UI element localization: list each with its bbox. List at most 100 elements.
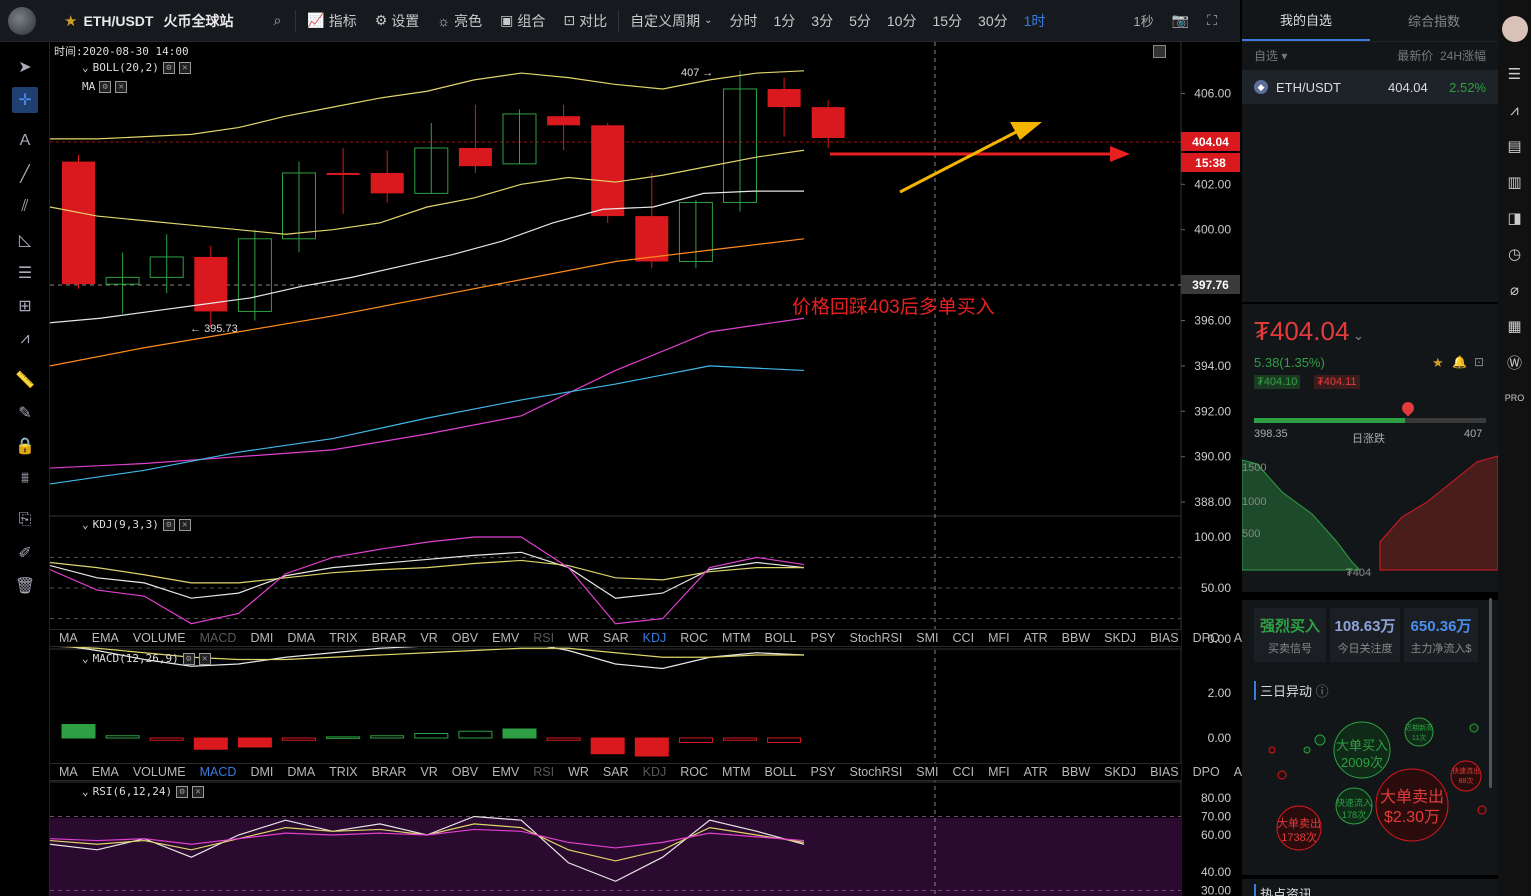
indicator-tab[interactable]: PSY bbox=[810, 765, 836, 779]
indicator-tab[interactable]: MA bbox=[59, 765, 78, 779]
crosshair-icon[interactable]: ✛ bbox=[0, 83, 50, 116]
pen-icon[interactable]: ✎ bbox=[18, 404, 32, 422]
indicator-tab[interactable]: TRIX bbox=[329, 765, 358, 779]
fullscreen-icon[interactable]: ⛶ bbox=[1207, 12, 1217, 28]
indicator-tab[interactable]: MTM bbox=[722, 631, 751, 645]
chart-canvas[interactable]: 406.00 402.00 400.00 396.00 394.00 392.00 390.… bbox=[50, 42, 1240, 896]
share-icon[interactable]: ⊡ bbox=[1474, 355, 1485, 369]
indicator-tab[interactable]: OBV bbox=[451, 765, 479, 779]
search-icon[interactable]: ⌕ bbox=[273, 12, 282, 28]
grid-tool-icon[interactable]: ⊞ bbox=[18, 297, 32, 315]
indicator-tab[interactable]: EMA bbox=[91, 631, 119, 645]
period-tab[interactable]: 分时 bbox=[729, 12, 758, 29]
indicator-tab[interactable]: MACD bbox=[199, 631, 237, 645]
favorite-star-icon[interactable]: ★ bbox=[64, 12, 78, 30]
indicator-tab[interactable]: StochRSI bbox=[849, 631, 903, 645]
indicator-tab[interactable]: MACD bbox=[199, 765, 237, 779]
indicator-tab[interactable]: MFI bbox=[988, 765, 1010, 779]
indicator-tab[interactable]: ROC bbox=[680, 765, 709, 779]
indicator-tab[interactable]: MFI bbox=[988, 631, 1010, 645]
indicator-tab[interactable]: SAR bbox=[602, 765, 629, 779]
indicator-tab[interactable]: DMA bbox=[287, 765, 316, 779]
bar-chart-icon[interactable]: ▥ bbox=[1507, 174, 1522, 191]
indicator-tab[interactable]: VOLUME bbox=[132, 765, 186, 779]
order-icon[interactable]: ☰ bbox=[1507, 66, 1522, 83]
w-icon[interactable]: Ⓦ bbox=[1506, 354, 1522, 372]
notes-icon[interactable]: ▤ bbox=[1507, 138, 1522, 155]
indicator-tab[interactable]: DMI bbox=[250, 765, 274, 779]
cursor-arrow-icon[interactable]: ➤ bbox=[18, 58, 32, 76]
indicator-tab[interactable]: OBV bbox=[451, 631, 479, 645]
indicator-tab[interactable]: VOLUME bbox=[132, 631, 186, 645]
indicator-tab[interactable]: SMI bbox=[916, 631, 939, 645]
bookmark-icon[interactable]: ⎘ bbox=[18, 510, 32, 528]
indicator-tab[interactable]: BIAS bbox=[1150, 765, 1179, 779]
inflow-card[interactable]: 650.36万 主力净流入$ bbox=[1404, 608, 1478, 662]
indicator-tab[interactable]: BRAR bbox=[371, 765, 407, 779]
indicator-tab[interactable]: MA bbox=[59, 631, 78, 645]
bubble-fast-inflow[interactable]: 快速流入 178次 bbox=[1336, 798, 1373, 820]
watchlist-row[interactable]: ◆ ETH/USDT 404.04 2.52% bbox=[1242, 70, 1498, 104]
close-icon[interactable]: ✕ bbox=[178, 61, 191, 74]
attention-card[interactable]: 108.63万 今日关注度 bbox=[1330, 608, 1400, 662]
close-icon[interactable]: ✕ bbox=[192, 785, 205, 798]
gear-icon[interactable]: ⚙ bbox=[182, 652, 195, 665]
triangle-tool-icon[interactable]: ◺ bbox=[18, 231, 32, 249]
text-tool-icon[interactable]: A bbox=[19, 131, 31, 149]
lock-icon[interactable]: 🔒 bbox=[15, 437, 35, 455]
wave-tool-icon[interactable]: ⩘ bbox=[20, 329, 30, 347]
panel-scrollbar[interactable] bbox=[1489, 598, 1492, 788]
indicator-button[interactable]: 📈 指标 bbox=[307, 12, 357, 29]
col-change[interactable]: 24H涨幅 bbox=[1439, 48, 1486, 63]
fib-tool-icon[interactable]: ☰ bbox=[17, 264, 33, 282]
indicator-tab[interactable]: WR bbox=[568, 765, 589, 779]
bubble-large-sell-count[interactable]: 大单卖出 1738次 bbox=[1277, 818, 1321, 844]
bubble-large-buy[interactable]: 大单买入 2009次 bbox=[1335, 738, 1388, 770]
bubble-fast-outflow[interactable]: 快速流出 88次 bbox=[1452, 768, 1480, 785]
indicator-tab[interactable]: DMI bbox=[250, 631, 274, 645]
period-tab[interactable]: 5分 bbox=[849, 12, 871, 29]
close-icon[interactable]: ✕ bbox=[178, 518, 191, 531]
ruler-icon[interactable]: 📏 bbox=[15, 371, 35, 389]
indicator-tab[interactable]: MTM bbox=[722, 765, 751, 779]
avatar[interactable] bbox=[1501, 16, 1528, 42]
pro-icon[interactable]: PRO bbox=[1504, 393, 1525, 403]
trend-icon[interactable]: ⩘ bbox=[1510, 101, 1519, 119]
channel-tool-icon[interactable]: ⫽ bbox=[21, 197, 29, 215]
indicator-tab[interactable]: ROC bbox=[680, 631, 709, 645]
clock-icon[interactable]: ◷ bbox=[1507, 246, 1522, 263]
indicator-tab[interactable]: BIAS bbox=[1150, 631, 1179, 645]
indicator-tab[interactable]: BOLL bbox=[764, 631, 797, 645]
combo-button[interactable]: ▣ 组合 bbox=[500, 12, 546, 29]
col-fav[interactable]: 自选 ▾ bbox=[1254, 48, 1288, 63]
period-tab[interactable]: 30分 bbox=[978, 12, 1008, 29]
tab-my-watchlist[interactable]: 我的自选 bbox=[1242, 0, 1370, 41]
indicator-tab[interactable]: WR bbox=[568, 631, 589, 645]
indicator-tab[interactable]: RSI bbox=[533, 765, 555, 779]
signal-card[interactable]: 强烈买入 买卖信号 bbox=[1254, 608, 1326, 662]
indicator-tab[interactable]: CCI bbox=[952, 765, 975, 779]
indicator-tab[interactable]: KDJ bbox=[642, 631, 667, 645]
close-icon[interactable]: ✕ bbox=[198, 652, 211, 665]
indicator-tab[interactable]: PSY bbox=[810, 631, 836, 645]
line-tool-icon[interactable]: ╱ bbox=[20, 165, 30, 183]
indicator-tab[interactable]: ATR bbox=[1023, 631, 1048, 645]
indicator-tab[interactable]: SAR bbox=[602, 631, 629, 645]
custom-period-button[interactable]: 自定义周期 ⌄ bbox=[630, 12, 713, 29]
indicator-tab[interactable]: DPO bbox=[1192, 765, 1220, 779]
indicator-tab[interactable]: SKDJ bbox=[1104, 631, 1137, 645]
gear-icon[interactable]: ⚙ bbox=[176, 785, 189, 798]
bubble-large-sell-amount[interactable]: 大单卖出 $2.30万 bbox=[1379, 789, 1444, 826]
expand-pane-icon[interactable] bbox=[1153, 45, 1166, 58]
tab-composite-index[interactable]: 综合指数 bbox=[1407, 14, 1460, 29]
indicator-tab[interactable]: DMA bbox=[287, 631, 316, 645]
bubble-new-high[interactable]: 近期新高 11次 bbox=[1405, 725, 1433, 742]
col-price[interactable]: 最新价 bbox=[1397, 48, 1434, 63]
edit-icon[interactable]: ✐ bbox=[18, 544, 32, 562]
window-icon[interactable]: ◨ bbox=[1507, 210, 1522, 227]
indicator-tab[interactable]: CCI bbox=[952, 631, 975, 645]
indicator-tab[interactable]: EMA bbox=[91, 765, 119, 779]
doc-icon[interactable]: ▦ bbox=[1507, 318, 1522, 335]
period-tab[interactable]: 15分 bbox=[932, 12, 963, 29]
indicator-tab[interactable]: SMI bbox=[916, 765, 939, 779]
